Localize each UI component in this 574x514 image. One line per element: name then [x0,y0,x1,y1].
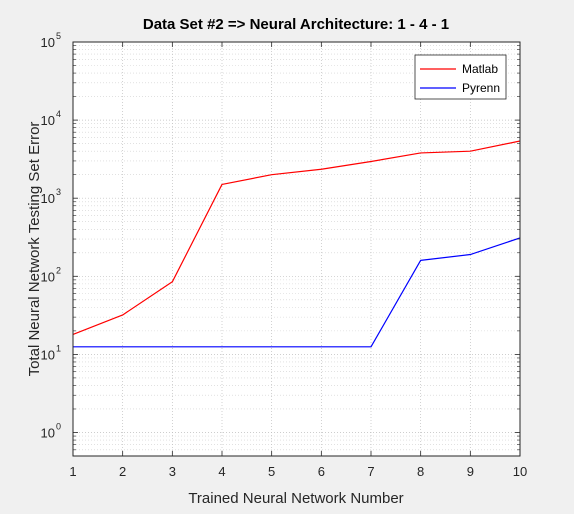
y-tick-exponent: 2 [56,265,61,275]
x-tick-label: 4 [218,464,225,479]
x-tick-label: 5 [268,464,275,479]
y-axis-label: Total Neural Network Testing Set Error [26,122,43,377]
plot-border [72,41,521,457]
legend-box [414,54,507,100]
y-tick-exponent: 1 [56,343,61,353]
series-layer [72,140,521,348]
plot-area [73,42,520,456]
x-tick-label: 1 [69,464,76,479]
x-tick-label: 7 [367,464,374,479]
x-axis-label: Trained Neural Network Number [188,490,403,507]
x-tick-label: 3 [169,464,176,479]
y-tick-label: 10 [41,191,55,206]
y-tick-exponent: 4 [56,109,61,119]
x-tick-labels: 1 2 3 4 5 6 7 8 9 10 [69,464,527,479]
x-tick-label: 8 [417,464,424,479]
ticks-layer [72,41,521,457]
x-tick-label: 9 [467,464,474,479]
y-tick-label: 10 [41,269,55,284]
y-tick-exponent: 0 [56,421,61,431]
x-tick-label: 2 [119,464,126,479]
x-tick-label: 10 [513,464,527,479]
legend-label-matlab: Matlab [462,62,498,76]
y-tick-label: 10 [41,113,55,128]
y-tick-exponent: 3 [56,187,61,197]
x-tick-label: 6 [318,464,325,479]
legend-label-pyrenn: Pyrenn [462,81,500,95]
legend: Matlab Pyrenn [414,54,507,100]
y-tick-label: 10 [41,347,55,362]
series-line-matlab [72,140,521,336]
series-line-pyrenn [73,237,521,348]
y-tick-label: 10 [41,425,55,440]
chart-title: Data Set #2 => Neural Architecture: 1 - … [143,16,449,33]
y-tick-label: 10 [41,35,55,50]
y-tick-exponent: 5 [56,31,61,41]
